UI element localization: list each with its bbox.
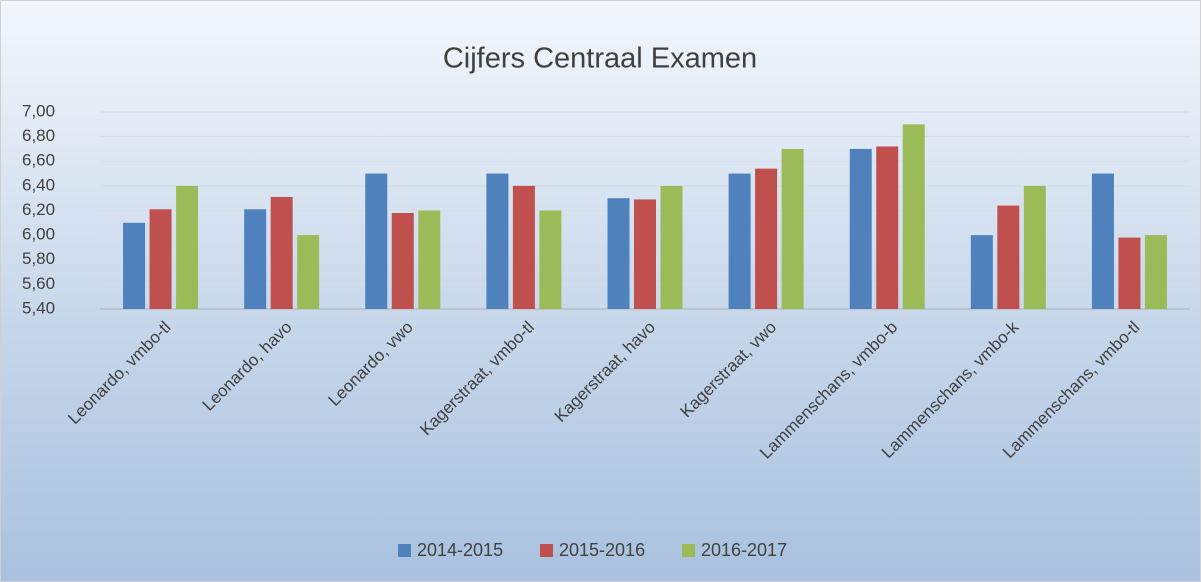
y-tick-label: 6,40 bbox=[22, 175, 55, 194]
legend-swatch bbox=[540, 544, 553, 557]
legend-swatch bbox=[682, 544, 695, 557]
bar bbox=[728, 173, 751, 309]
bar bbox=[997, 205, 1020, 309]
bar bbox=[970, 235, 993, 309]
bar bbox=[244, 209, 267, 309]
y-tick-label: 6,60 bbox=[22, 151, 55, 170]
bar bbox=[1118, 237, 1141, 309]
bar bbox=[486, 173, 509, 309]
legend-swatch bbox=[398, 544, 411, 557]
bar bbox=[607, 198, 630, 309]
bar bbox=[902, 124, 925, 309]
bar bbox=[849, 148, 872, 309]
y-tick-label: 6,00 bbox=[22, 225, 55, 244]
legend-label: 2015-2016 bbox=[559, 540, 645, 560]
bar bbox=[176, 185, 199, 309]
bar bbox=[149, 209, 172, 309]
legend-label: 2014-2015 bbox=[417, 540, 503, 560]
legend-label: 2016-2017 bbox=[701, 540, 787, 560]
y-tick-label: 5,60 bbox=[22, 274, 55, 293]
y-tick-label: 7,00 bbox=[22, 101, 55, 120]
bar bbox=[755, 168, 778, 309]
bar bbox=[1091, 173, 1114, 309]
bar bbox=[660, 185, 683, 309]
chart-title: Cijfers Centraal Examen bbox=[443, 43, 757, 75]
bar bbox=[876, 146, 899, 309]
bar bbox=[365, 173, 388, 309]
bar bbox=[418, 210, 441, 309]
bar bbox=[297, 235, 320, 309]
bar bbox=[123, 222, 146, 309]
bar bbox=[391, 212, 414, 309]
bar bbox=[781, 148, 804, 309]
bar bbox=[512, 185, 535, 309]
y-tick-label: 6,20 bbox=[22, 200, 55, 219]
bar bbox=[539, 210, 562, 309]
y-tick-label: 6,80 bbox=[22, 126, 55, 145]
y-tick-label: 5,80 bbox=[22, 249, 55, 268]
bar bbox=[270, 196, 293, 309]
y-tick-label: 5,40 bbox=[22, 298, 55, 317]
bar bbox=[1144, 235, 1167, 309]
bar bbox=[634, 199, 656, 309]
bar bbox=[1023, 185, 1046, 309]
